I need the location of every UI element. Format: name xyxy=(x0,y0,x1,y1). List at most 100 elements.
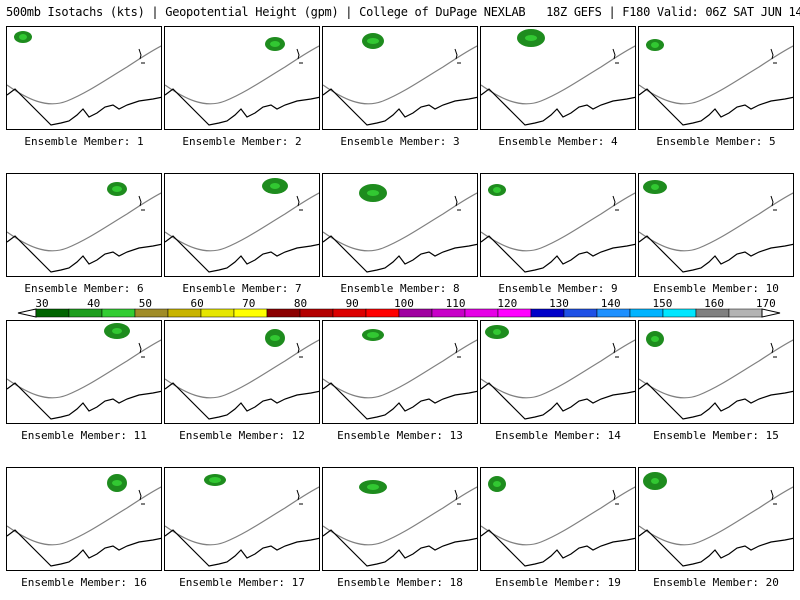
coastline xyxy=(323,382,477,420)
isotach-shading xyxy=(19,34,27,40)
isotach-shading xyxy=(112,186,122,192)
coastline-fragment xyxy=(138,342,145,358)
ensemble-member-label: Ensemble Member: 19 xyxy=(495,576,621,589)
ensemble-member-map xyxy=(164,26,320,130)
coastline-fragment xyxy=(454,48,461,64)
colorbar-swatch xyxy=(530,308,565,318)
map-canvas xyxy=(165,474,319,567)
map-canvas xyxy=(323,329,477,420)
ensemble-member-label: Ensemble Member: 8 xyxy=(340,282,460,295)
ensemble-member-label: Ensemble Member: 17 xyxy=(179,576,305,589)
geopotential-height-contour xyxy=(7,192,161,252)
isotach-shading xyxy=(651,336,659,342)
isotach-shading xyxy=(367,38,379,44)
coastline-fragment xyxy=(296,342,303,358)
map-canvas xyxy=(7,474,161,567)
map-canvas xyxy=(7,323,161,420)
coastline xyxy=(165,88,319,126)
colorbar-swatch xyxy=(233,308,268,318)
colorbar-min-arrow xyxy=(17,308,37,318)
colorbar-tick-label: 150 xyxy=(652,297,673,310)
coastline-fragment xyxy=(454,195,461,211)
colorbar-swatch xyxy=(695,308,730,318)
coastline xyxy=(7,529,161,567)
geopotential-height-contour xyxy=(165,339,319,399)
colorbar-tick-label: 40 xyxy=(87,297,101,310)
geopotential-height-contour xyxy=(323,339,477,399)
ensemble-member-map xyxy=(322,26,478,130)
colorbar-tick-label: 70 xyxy=(242,297,256,310)
geopotential-height-contour xyxy=(639,45,793,105)
map-canvas xyxy=(323,184,477,273)
geopotential-height-contour xyxy=(323,192,477,252)
geopotential-height-contour xyxy=(481,45,635,105)
colorbar-tick-label: 100 xyxy=(393,297,414,310)
coastline-fragment xyxy=(612,195,619,211)
colorbar-swatch xyxy=(266,308,301,318)
colorbar-tick-label: 80 xyxy=(293,297,308,310)
coastline-fragment xyxy=(770,195,777,211)
coastline-fragment xyxy=(454,342,461,358)
map-canvas xyxy=(481,325,635,420)
isotach-shading xyxy=(493,187,501,193)
colorbar-max-arrow xyxy=(761,308,781,318)
ensemble-member-label: Ensemble Member: 10 xyxy=(653,282,779,295)
isotach-shading xyxy=(270,335,280,341)
map-canvas xyxy=(639,39,793,126)
colorbar-swatch xyxy=(200,308,235,318)
coastline xyxy=(639,235,793,273)
map-canvas xyxy=(639,331,793,420)
colorbar-swatch xyxy=(365,308,400,318)
ensemble-member-map xyxy=(6,173,162,277)
geopotential-height-contour xyxy=(639,486,793,546)
ensemble-member-map xyxy=(164,467,320,571)
isotach-shading xyxy=(270,41,280,47)
map-canvas xyxy=(7,31,161,126)
colorbar-swatch xyxy=(35,308,70,318)
map-canvas xyxy=(481,184,635,273)
geopotential-height-contour xyxy=(639,339,793,399)
ensemble-member-label: Ensemble Member: 7 xyxy=(182,282,302,295)
colorbar-tick-label: 120 xyxy=(497,297,518,310)
map-canvas xyxy=(639,472,793,567)
geopotential-height-contour xyxy=(323,45,477,105)
coastline-fragment xyxy=(138,195,145,211)
geopotential-height-contour xyxy=(165,45,319,105)
coastline-fragment xyxy=(770,48,777,64)
ensemble-member-map xyxy=(480,173,636,277)
map-canvas xyxy=(639,180,793,273)
ensemble-member-map xyxy=(638,173,794,277)
ensemble-member-label: Ensemble Member: 3 xyxy=(340,135,460,148)
ensemble-member-map xyxy=(164,320,320,424)
colorbar-swatch xyxy=(68,308,103,318)
geopotential-height-contour xyxy=(481,192,635,252)
coastline-fragment xyxy=(612,342,619,358)
coastline xyxy=(165,235,319,273)
colorbar-tick-label: 140 xyxy=(600,297,621,310)
coastline-fragment xyxy=(770,489,777,505)
isotach-shading xyxy=(270,183,280,189)
ensemble-member-label: Ensemble Member: 18 xyxy=(337,576,463,589)
coastline xyxy=(323,88,477,126)
colorbar-swatch xyxy=(398,308,433,318)
colorbar-tick-label: 50 xyxy=(138,297,153,310)
map-canvas xyxy=(481,476,635,567)
map-canvas xyxy=(165,178,319,273)
ensemble-member-label: Ensemble Member: 16 xyxy=(21,576,147,589)
ensemble-member-label: Ensemble Member: 4 xyxy=(498,135,618,148)
ensemble-member-label: Ensemble Member: 1 xyxy=(24,135,144,148)
geopotential-height-contour xyxy=(7,339,161,399)
colorbar-tick-label: 30 xyxy=(35,297,49,310)
ensemble-member-map xyxy=(480,467,636,571)
ensemble-member-label: Ensemble Member: 5 xyxy=(656,135,776,148)
ensemble-member-label: Ensemble Member: 12 xyxy=(179,429,305,442)
colorbar-tick-label: 90 xyxy=(345,297,359,310)
ensemble-member-map xyxy=(480,26,636,130)
colorbar-tick-label: 110 xyxy=(445,297,466,310)
isotach-shading xyxy=(493,481,501,487)
coastline xyxy=(481,382,635,420)
geopotential-height-contour xyxy=(323,486,477,546)
isotach-shading xyxy=(651,42,659,48)
coastline xyxy=(323,235,477,273)
isotach-shading xyxy=(493,329,501,335)
